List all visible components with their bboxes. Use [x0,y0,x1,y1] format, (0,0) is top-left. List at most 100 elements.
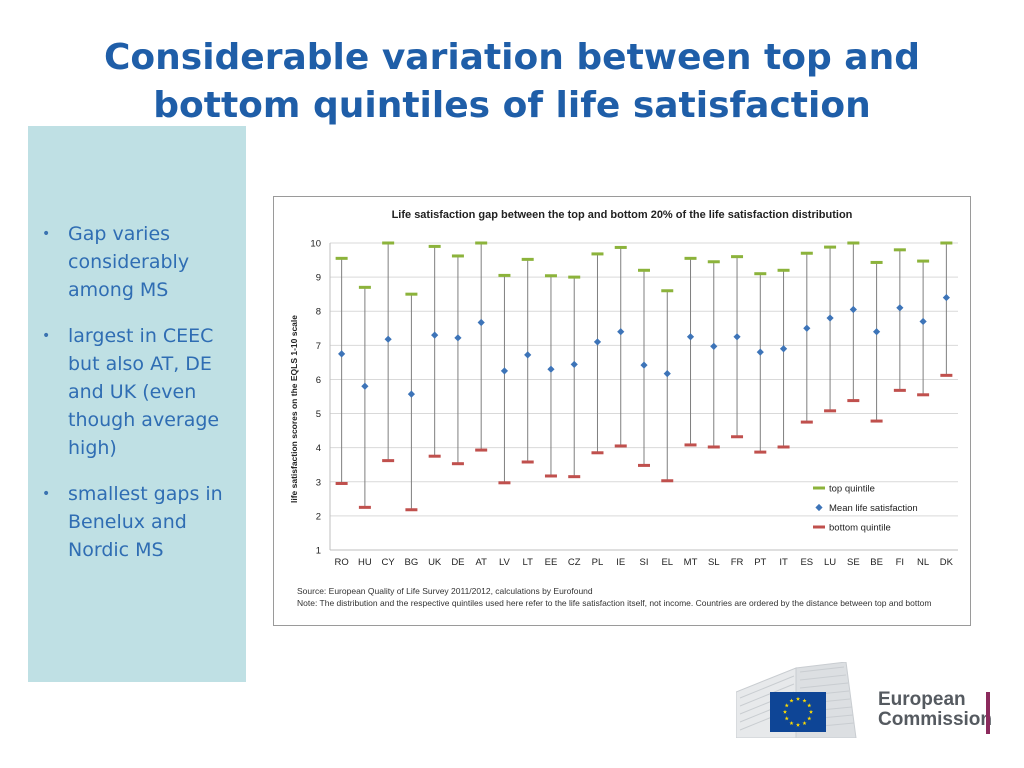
x-tick-label: FI [896,557,904,568]
life-satisfaction-chart: Life satisfaction gap between the top an… [289,209,958,568]
x-tick-label: BG [405,557,419,568]
bottom-quintile-marker [777,445,790,449]
eu-star-icon [808,709,814,714]
x-tick-label: ES [800,557,813,568]
bullet-dot-icon: • [42,226,51,242]
top-quintile-marker [475,241,488,245]
bullet-item: • largest in CEEC but also AT, DE and UK… [42,322,242,462]
side-panel: • Gap varies considerably among MS • lar… [28,126,246,682]
bottom-quintile-marker [893,388,906,392]
chart-frame: Life satisfaction gap between the top an… [273,196,971,626]
legend-top-quintile-label: top quintile [829,484,875,495]
top-quintile-marker [638,268,650,272]
x-tick-label: IE [616,557,625,568]
legend-mean-label: Mean life satisfaction [829,503,918,514]
bottom-quintile-marker [917,393,930,397]
bottom-quintile-marker [544,474,557,478]
bottom-quintile-marker [475,448,488,452]
slide-title: Considerable variation between top and b… [30,34,994,130]
logo-line2: Commission [878,709,993,730]
top-quintile-marker [847,241,860,245]
bottom-quintile-marker [451,462,464,466]
source-line: Source: European Quality of Life Survey … [297,586,593,596]
eu-star-icon [807,716,812,721]
mean-marker [500,367,509,375]
bottom-quintile-marker [940,373,953,377]
x-tick-label: LV [499,557,511,568]
top-quintile-marker [382,241,395,245]
x-tick-label: FR [731,557,744,568]
top-quintile-marker [568,275,581,279]
x-tick-label: LU [824,557,836,568]
mean-marker [710,342,718,350]
logo-accent-bar [986,692,990,734]
top-quintile-marker [777,268,790,272]
y-tick-label: 10 [310,239,321,250]
x-tick-label: SL [708,557,720,568]
mean-marker [826,314,834,322]
x-tick-label: EE [545,557,558,568]
mean-marker [779,345,788,353]
mean-marker [896,304,904,312]
top-quintile-marker [405,292,418,296]
x-tick-label: CZ [568,557,581,568]
mean-marker [454,334,462,342]
x-tick-label: BE [870,557,883,568]
bottom-quintile-marker [335,481,348,485]
bottom-quintile-marker [707,445,720,449]
eu-star-icon [802,721,807,726]
x-tick-label: DK [940,557,954,568]
legend-mean-swatch [815,503,823,512]
bullet-item: • smallest gaps in Benelux and Nordic MS [42,480,242,564]
logo-line1: European [878,689,966,710]
mean-marker [942,293,950,302]
x-tick-label: RO [335,557,349,568]
y-tick-label: 5 [316,409,321,420]
bottom-quintile-marker [521,460,534,464]
mean-marker [803,324,811,332]
y-tick-label: 2 [316,511,321,522]
logo-text: European Commission [878,690,992,730]
top-quintile-marker [893,248,906,252]
top-quintile-marker [544,274,557,278]
mean-marker [338,350,346,358]
bullet-text: smallest gaps in Benelux and Nordic MS [68,483,223,561]
mean-marker [872,328,881,336]
mean-marker [547,365,555,373]
bullet-item: • Gap varies considerably among MS [42,220,242,304]
bottom-quintile-marker [428,454,441,458]
bottom-quintile-marker [870,419,883,423]
mean-marker [849,305,857,314]
bullet-text: largest in CEEC but also AT, DE and UK (… [68,325,220,459]
chart-title: Life satisfaction gap between the top an… [392,209,853,221]
y-tick-label: 4 [316,443,321,454]
x-tick-label: LT [523,557,534,568]
y-axis-label: life satisfaction scores on the EQLS 1-1… [289,315,299,503]
top-quintile-marker [707,260,720,264]
bottom-quintile-marker [568,475,581,479]
mean-marker [663,370,671,378]
bottom-quintile-marker [405,508,418,512]
eu-star-icon [795,696,801,701]
x-tick-label: PT [754,557,766,568]
eu-star-icon [795,722,801,727]
eu-flag-icon [770,692,826,732]
top-quintile-marker [498,273,511,277]
top-quintile-marker [870,260,883,264]
top-quintile-marker [591,252,604,256]
top-quintile-marker [731,255,744,259]
mean-marker [477,318,485,327]
legend: top quintile Mean life satisfaction bottom… [813,484,918,534]
bottom-quintile-marker [498,481,511,485]
bottom-quintile-marker [661,479,674,483]
slide-title-line2: bottom quintiles of life satisfaction [153,85,871,126]
mean-marker [640,361,648,369]
bullet-dot-icon: • [42,486,51,502]
mean-marker [361,382,369,390]
bottom-quintile-marker [824,409,837,413]
bullet-list: • Gap varies considerably among MS • lar… [42,220,242,582]
top-quintile-marker [754,272,767,276]
x-tick-label: HU [358,557,372,568]
top-quintile-marker [335,256,348,260]
grid-layer: 1 2 3 4 5 6 7 8 9 10 RO HU CY BG UK DE AT LV LT EE CZ PL IE SI E… [310,239,958,568]
